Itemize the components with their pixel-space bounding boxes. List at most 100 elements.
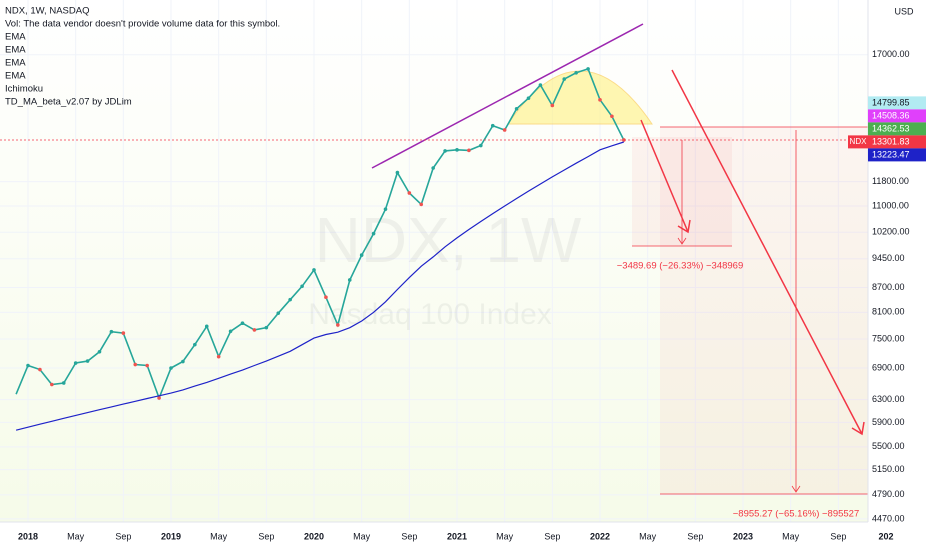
x-tick-label: May xyxy=(782,531,800,541)
x-tick-label: Sep xyxy=(687,531,703,541)
time-axis xyxy=(0,522,868,550)
close-point xyxy=(121,331,126,335)
y-tick-label: 10200.00 xyxy=(872,227,910,237)
price-tag-bg xyxy=(848,135,868,149)
close-point xyxy=(85,359,90,363)
y-tick-label: 6300.00 xyxy=(872,394,905,404)
x-tick-label: 2022 xyxy=(590,531,610,541)
y-tick-label: 17000.00 xyxy=(872,49,910,59)
close-point xyxy=(50,382,54,387)
close-point xyxy=(395,170,400,175)
volume-note: Vol: The data vendor doesn't provide vol… xyxy=(5,19,280,30)
close-point xyxy=(97,349,102,354)
currency: USD xyxy=(894,6,914,16)
x-tick-label: Sep xyxy=(830,531,846,541)
arrow-head xyxy=(677,219,691,234)
price-tag: NDX xyxy=(850,137,868,146)
price-label: 13223.47 xyxy=(872,149,910,159)
close-point xyxy=(550,103,555,108)
close-point xyxy=(490,123,495,128)
close-point xyxy=(359,253,364,257)
price-label: 14799.85 xyxy=(872,97,910,107)
indicator-label: EMA xyxy=(5,32,26,43)
y-tick-label: 8100.00 xyxy=(872,307,905,317)
y-tick-label: 5150.00 xyxy=(872,464,905,474)
close-point xyxy=(157,396,161,400)
close-point xyxy=(193,342,197,347)
close-point xyxy=(407,191,412,195)
close-point xyxy=(538,83,543,87)
close-point xyxy=(610,114,614,119)
x-tick-label: May xyxy=(210,531,228,541)
close-point xyxy=(431,166,435,170)
arrow xyxy=(671,69,863,435)
close-point xyxy=(133,362,138,367)
close-point xyxy=(502,128,507,132)
x-tick-label: 2023 xyxy=(733,531,753,541)
close-point xyxy=(300,284,304,289)
x-tick-label: 2021 xyxy=(447,531,467,541)
close-point xyxy=(336,323,340,327)
x-tick-label: 202 xyxy=(878,531,893,541)
x-tick-label: 2019 xyxy=(161,531,181,541)
price-label-bg xyxy=(868,109,926,123)
close-point xyxy=(574,70,578,75)
close-point xyxy=(204,324,209,329)
x-tick-label: 2018 xyxy=(18,531,38,541)
arrow-head xyxy=(851,421,865,436)
close-point xyxy=(467,148,471,153)
close-point xyxy=(264,325,269,330)
close-point xyxy=(145,363,149,368)
close-point xyxy=(228,329,233,334)
y-tick-label: 5900.00 xyxy=(872,417,905,427)
close-point xyxy=(169,366,173,370)
y-tick-label: 4470.00 xyxy=(872,513,905,523)
x-tick-label: May xyxy=(67,531,85,541)
trend-line xyxy=(371,23,644,169)
measure-label: −8955.27 (−65.16%) −895527 xyxy=(733,509,860,520)
watermark: NDX, 1W xyxy=(315,204,582,276)
close-point xyxy=(38,367,42,372)
close-point xyxy=(324,295,328,300)
y-tick-label: 6900.00 xyxy=(872,362,905,372)
close-point xyxy=(562,77,567,81)
close-point xyxy=(216,354,221,359)
x-tick-label: May xyxy=(496,531,514,541)
price-label-bg xyxy=(868,148,926,162)
close-point xyxy=(181,359,185,364)
close-point xyxy=(61,381,66,385)
close-point xyxy=(312,268,316,272)
close-point xyxy=(514,107,519,111)
close-point xyxy=(276,311,281,315)
close-point xyxy=(347,278,352,282)
close-point xyxy=(240,321,245,326)
series-line xyxy=(15,141,624,431)
x-tick-label: 2020 xyxy=(304,531,324,541)
x-tick-label: Sep xyxy=(401,531,417,541)
y-tick-label: 5500.00 xyxy=(872,441,905,451)
x-tick-label: Sep xyxy=(544,531,560,541)
price-label-bg xyxy=(868,122,926,136)
y-tick-label: 9450.00 xyxy=(872,253,905,263)
plot-area xyxy=(0,0,868,522)
y-tick-label: 8700.00 xyxy=(872,282,905,292)
watermark: Nasdaq 100 Index xyxy=(308,298,552,331)
close-point xyxy=(526,96,531,101)
close-point xyxy=(288,297,292,302)
close-point xyxy=(383,207,388,211)
x-tick-label: May xyxy=(353,531,371,541)
measure-box xyxy=(660,127,868,494)
close-point xyxy=(419,202,424,207)
close-point xyxy=(455,148,459,152)
close-point xyxy=(598,98,602,102)
y-tick-label: 7500.00 xyxy=(872,333,905,343)
arrow xyxy=(640,119,689,233)
close-point xyxy=(622,138,626,142)
price-label: 13301.83 xyxy=(872,136,910,146)
x-tick-label: Sep xyxy=(258,531,274,541)
series-line xyxy=(15,67,625,401)
indicator-label: EMA xyxy=(5,58,26,69)
close-point xyxy=(252,328,257,332)
indicator-label: TD_MA_beta_v2.07 by JDLim xyxy=(5,97,132,108)
close-point xyxy=(371,231,376,236)
